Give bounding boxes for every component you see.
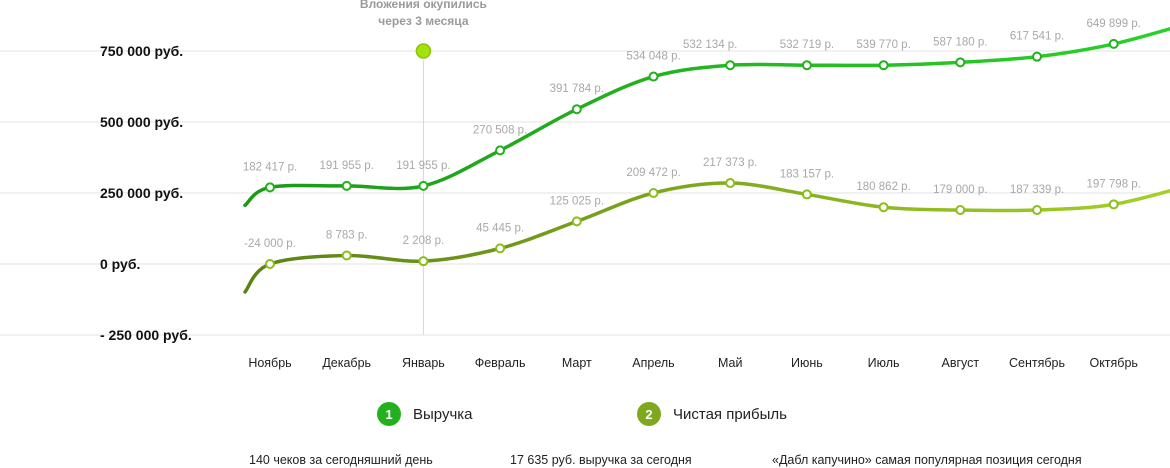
data-point <box>1108 38 1119 49</box>
data-point <box>1032 205 1042 216</box>
x-tick-label: Июль <box>868 356 900 370</box>
x-tick-label: Апрель <box>632 356 674 370</box>
y-tick-label: 250 000 руб. <box>100 185 183 201</box>
y-tick-label: 750 000 руб. <box>100 43 183 59</box>
data-point <box>265 259 275 269</box>
legend-label-revenue: Выручка <box>413 405 473 423</box>
x-tick-label: Февраль <box>475 356 526 370</box>
data-point <box>571 216 582 227</box>
legend-label-net-profit: Чистая прибыль <box>673 405 787 423</box>
data-point <box>1032 51 1042 62</box>
legend-item-revenue[interactable]: 1 Выручка <box>377 402 473 426</box>
data-label: 539 770 р. <box>856 39 910 51</box>
data-label: 183 157 р. <box>780 168 834 180</box>
data-point <box>801 189 812 200</box>
data-label: -24 000 р. <box>244 238 296 250</box>
legend-item-net-profit[interactable]: 2 Чистая прибыль <box>637 402 787 426</box>
data-point <box>878 60 889 71</box>
data-point <box>955 205 966 216</box>
data-point <box>725 60 736 71</box>
data-label: 270 508 р. <box>473 124 527 136</box>
data-label: 532 134 р. <box>683 39 737 51</box>
data-point <box>495 243 506 254</box>
legend-badge-2: 2 <box>637 402 661 426</box>
y-tick-label: 0 руб. <box>100 256 140 272</box>
data-point <box>648 188 659 198</box>
x-tick-label: Сентябрь <box>1009 356 1065 370</box>
data-point <box>648 71 659 82</box>
footer-popular-item: «Дабл капучино» самая популярная позиция… <box>772 453 1082 467</box>
data-label: 180 862 р. <box>856 181 910 193</box>
line-chart: 750 000 руб. 500 000 руб. 250 000 руб. 0 ру… <box>0 0 1170 370</box>
data-label: 217 373 р. <box>703 157 757 169</box>
data-point <box>955 57 966 68</box>
data-label: 187 339 р. <box>1010 184 1064 196</box>
series-line-2 <box>243 181 1170 294</box>
data-point <box>878 202 889 213</box>
data-label: 8 783 р. <box>326 229 368 241</box>
x-tick-label: Май <box>718 356 743 370</box>
x-tick-label: Июнь <box>791 356 823 370</box>
legend-badge-1: 1 <box>377 402 401 426</box>
data-label: 617 541 р. <box>1010 31 1064 43</box>
annotation-marker <box>415 43 432 59</box>
data-label: 45 445 р. <box>476 222 524 234</box>
data-label: 2 208 р. <box>403 235 445 247</box>
data-point <box>418 180 429 191</box>
annotation-text: через 3 месяца <box>378 14 469 28</box>
x-tick-label: Август <box>941 356 979 370</box>
data-point <box>801 60 812 71</box>
data-point <box>495 145 506 156</box>
data-label: 197 798 р. <box>1087 178 1141 190</box>
footer-revenue-today: 17 635 руб. выручка за сегодня <box>510 453 692 467</box>
x-tick-label: Ноябрь <box>248 356 291 370</box>
data-label: 532 719 р. <box>780 39 834 51</box>
x-tick-label: Октябрь <box>1089 356 1137 370</box>
data-label: 125 025 р. <box>550 195 604 207</box>
data-point <box>265 182 275 193</box>
y-tick-label: 500 000 руб. <box>100 114 183 130</box>
annotation-text: Вложения окупились <box>360 0 487 11</box>
data-point <box>1108 199 1119 210</box>
data-point <box>725 178 736 189</box>
y-tick-label: - 250 000 руб. <box>100 327 192 343</box>
x-tick-label: Декабрь <box>322 356 371 370</box>
data-label: 191 955 р. <box>396 160 450 172</box>
data-label: 179 000 р. <box>933 184 987 196</box>
data-label: 191 955 р. <box>320 160 374 172</box>
data-label: 209 472 р. <box>626 167 680 179</box>
data-label: 182 417 р. <box>243 161 297 173</box>
data-label: 649 899 р. <box>1087 18 1141 30</box>
data-label: 391 784 р. <box>550 83 604 95</box>
data-point <box>571 104 582 115</box>
data-label: 534 048 р. <box>626 51 680 63</box>
data-point <box>341 180 352 191</box>
data-point <box>418 256 429 267</box>
data-label: 587 180 р. <box>933 36 987 48</box>
x-tick-label: Март <box>562 356 592 370</box>
data-point <box>341 250 352 261</box>
x-tick-label: Январь <box>402 356 445 370</box>
footer-checks-count: 140 чеков за сегодняшний день <box>249 453 433 467</box>
